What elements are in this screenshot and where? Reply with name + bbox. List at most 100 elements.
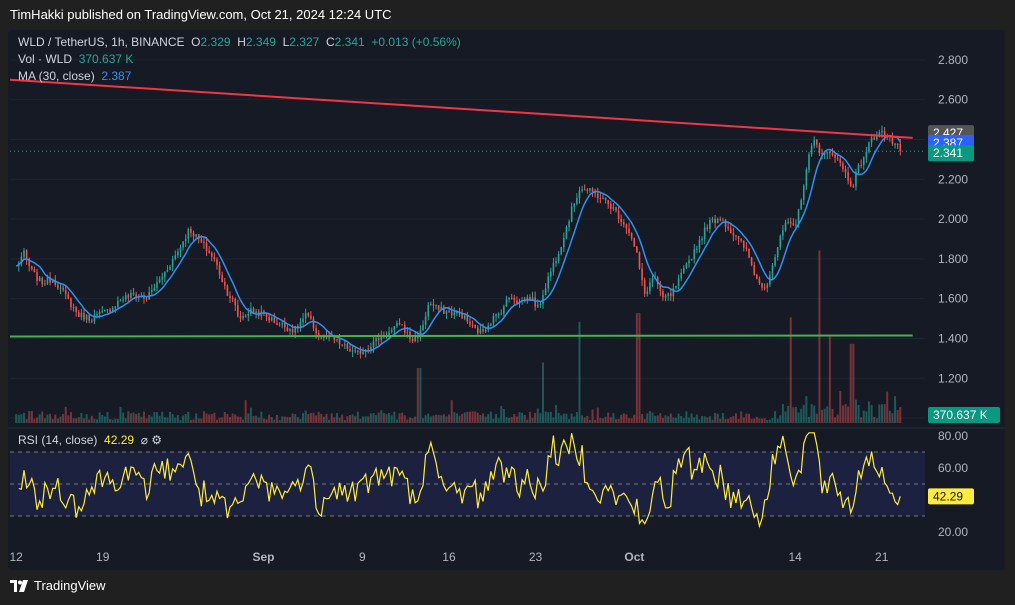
candle-body bbox=[218, 265, 221, 276]
volume-bar bbox=[54, 414, 57, 423]
candle-body bbox=[388, 331, 390, 336]
price-candle bbox=[774, 254, 776, 267]
price-candle bbox=[221, 271, 224, 283]
candle-body bbox=[109, 309, 111, 313]
volume-bar bbox=[343, 419, 346, 423]
volume-bar bbox=[729, 416, 732, 423]
candle-body bbox=[252, 308, 255, 313]
candle-body bbox=[724, 219, 727, 227]
volume-bar bbox=[169, 411, 172, 423]
candle-body bbox=[589, 188, 591, 191]
volume-bar bbox=[635, 313, 638, 423]
volume-bar bbox=[129, 413, 132, 423]
price-candle bbox=[552, 257, 555, 276]
candle-body bbox=[393, 326, 396, 331]
volume-bar bbox=[184, 413, 187, 423]
volume-bar bbox=[395, 419, 398, 423]
candle-body bbox=[557, 254, 560, 262]
price-candle bbox=[299, 317, 302, 332]
candle-body bbox=[607, 200, 609, 204]
time-tick-label: 9 bbox=[359, 550, 366, 564]
price-candle bbox=[667, 292, 669, 301]
volume-bar bbox=[575, 411, 578, 423]
price-candle bbox=[208, 246, 210, 254]
volume-bar bbox=[562, 413, 565, 423]
candle-body bbox=[839, 158, 842, 163]
candle-body bbox=[714, 218, 716, 224]
legend-high: 2.349 bbox=[245, 35, 276, 49]
price-candle bbox=[283, 317, 286, 332]
chart-canvas[interactable]: 2.8002.6002.4002.2002.0001.8001.6001.400… bbox=[8, 30, 1005, 570]
rsi-line[interactable] bbox=[18, 432, 901, 529]
price-candle bbox=[839, 156, 842, 167]
volume-bar bbox=[458, 415, 461, 423]
footer-brand[interactable]: TradingView bbox=[10, 578, 106, 593]
hide-indicator-icon[interactable]: ⌀ ⚙ bbox=[137, 433, 163, 447]
candle-body bbox=[583, 189, 586, 191]
candle-body bbox=[649, 282, 651, 292]
volume-bar bbox=[221, 417, 224, 423]
support-line[interactable] bbox=[9, 334, 913, 338]
moving-average-line[interactable] bbox=[15, 134, 901, 352]
price-candle bbox=[466, 311, 469, 324]
candle-body bbox=[711, 218, 714, 220]
candle-body bbox=[398, 322, 401, 325]
volume-bar bbox=[176, 415, 179, 423]
volume-bar bbox=[161, 411, 164, 423]
price-candle bbox=[784, 219, 787, 232]
candle-body bbox=[894, 143, 896, 145]
candle-body bbox=[281, 323, 283, 325]
volume-bar bbox=[607, 412, 610, 423]
volume-bar bbox=[265, 419, 268, 423]
volume-bar bbox=[289, 416, 292, 423]
candle-body bbox=[312, 318, 315, 329]
volume-bar bbox=[354, 416, 357, 423]
volume-bar bbox=[77, 417, 80, 423]
time-tick-label: 21 bbox=[875, 550, 889, 564]
volume-bar bbox=[672, 417, 675, 423]
candle-body bbox=[753, 264, 756, 275]
candle-body bbox=[591, 188, 594, 192]
volume-bar bbox=[455, 413, 458, 423]
candle-body bbox=[612, 207, 615, 209]
legend-symbol[interactable]: WLD / TetherUS, 1h, BINANCE bbox=[18, 35, 185, 49]
price-candle bbox=[508, 297, 510, 303]
candle-body bbox=[57, 284, 59, 289]
price-candle bbox=[763, 283, 766, 291]
chart-frame[interactable]: 2.8002.6002.4002.2002.0001.8001.6001.400… bbox=[8, 30, 1005, 570]
volume-bar bbox=[484, 416, 487, 423]
candle-body bbox=[357, 350, 359, 352]
candle-body bbox=[41, 277, 44, 285]
price-candle bbox=[401, 324, 403, 326]
candle-body bbox=[782, 230, 784, 236]
volume-bar bbox=[688, 417, 691, 423]
volume-bar bbox=[789, 317, 792, 423]
legend-volume-label[interactable]: Vol · WLD bbox=[18, 52, 73, 66]
resistance-trendline[interactable] bbox=[9, 78, 913, 139]
price-candle bbox=[445, 310, 448, 319]
legend-ma-label[interactable]: MA (30, close) bbox=[18, 69, 95, 83]
legend-rsi-label[interactable]: RSI (14, close) bbox=[18, 433, 98, 447]
price-candle bbox=[792, 218, 795, 227]
price-candle bbox=[852, 183, 855, 188]
volume-bar bbox=[648, 411, 651, 423]
volume-bar bbox=[867, 401, 870, 423]
rsi-badge-bg bbox=[928, 488, 974, 505]
price-candle bbox=[732, 227, 735, 242]
candle-body bbox=[623, 222, 625, 225]
volume-bar bbox=[208, 414, 211, 423]
volume-bar bbox=[171, 414, 174, 423]
volume-bar bbox=[518, 412, 521, 423]
candle-body bbox=[33, 269, 36, 273]
candle-body bbox=[675, 286, 677, 289]
volume-bar bbox=[748, 413, 751, 423]
price-candle bbox=[818, 142, 821, 156]
footer-brand-label: TradingView bbox=[34, 578, 106, 593]
candle-body bbox=[354, 350, 357, 352]
candle-body bbox=[349, 348, 351, 352]
volume-bar bbox=[628, 418, 631, 423]
price-candle bbox=[169, 264, 171, 271]
volume-bar bbox=[787, 405, 790, 423]
volume-bar bbox=[249, 407, 252, 423]
volume-bar bbox=[797, 412, 800, 423]
